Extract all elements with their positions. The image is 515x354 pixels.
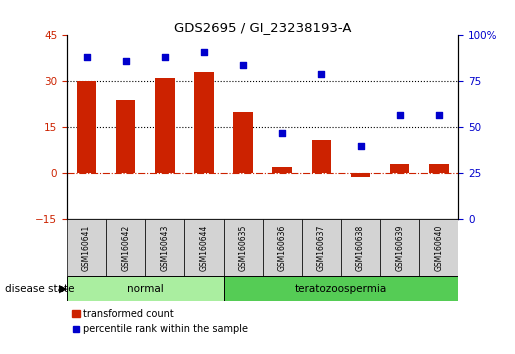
Point [161, 55, 169, 60]
Text: teratozoospermia: teratozoospermia [295, 284, 387, 293]
Bar [233, 112, 253, 173]
Bar [341, 219, 380, 276]
Text: GSM160638: GSM160638 [356, 225, 365, 271]
Bar [380, 219, 419, 276]
Point [239, 62, 247, 68]
Text: GSM160644: GSM160644 [199, 224, 209, 271]
Point [356, 143, 365, 149]
Bar [351, 173, 370, 177]
Title: GDS2695 / GI_23238193-A: GDS2695 / GI_23238193-A [174, 21, 351, 34]
Bar [77, 81, 96, 173]
Bar [184, 219, 224, 276]
Text: disease state: disease state [5, 284, 75, 293]
Text: normal: normal [127, 284, 164, 293]
Bar [302, 219, 341, 276]
Text: GSM160642: GSM160642 [121, 225, 130, 271]
Bar [224, 219, 263, 276]
Point [435, 112, 443, 118]
Bar [145, 219, 184, 276]
Text: GSM160641: GSM160641 [82, 225, 91, 271]
Bar [155, 78, 175, 173]
Bar [390, 164, 409, 173]
Text: GSM160640: GSM160640 [434, 224, 443, 271]
Bar [194, 72, 214, 173]
Bar [419, 219, 458, 276]
Point [122, 58, 130, 64]
Bar [116, 100, 135, 173]
Text: GSM160639: GSM160639 [395, 224, 404, 271]
Point [278, 130, 286, 136]
Bar [224, 276, 458, 301]
Text: ▶: ▶ [59, 284, 68, 293]
Bar [429, 164, 449, 173]
Point [396, 112, 404, 118]
Bar [263, 219, 302, 276]
Text: GSM160637: GSM160637 [317, 224, 326, 271]
Text: GSM160635: GSM160635 [238, 224, 248, 271]
Point [317, 71, 325, 77]
Bar [67, 219, 106, 276]
Bar [67, 276, 224, 301]
Bar [272, 167, 292, 173]
Text: GSM160643: GSM160643 [160, 224, 169, 271]
Point [200, 49, 208, 55]
Text: GSM160636: GSM160636 [278, 224, 287, 271]
Bar [312, 140, 331, 173]
Bar [106, 219, 145, 276]
Legend: transformed count, percentile rank within the sample: transformed count, percentile rank withi… [72, 309, 248, 334]
Point [82, 55, 91, 60]
